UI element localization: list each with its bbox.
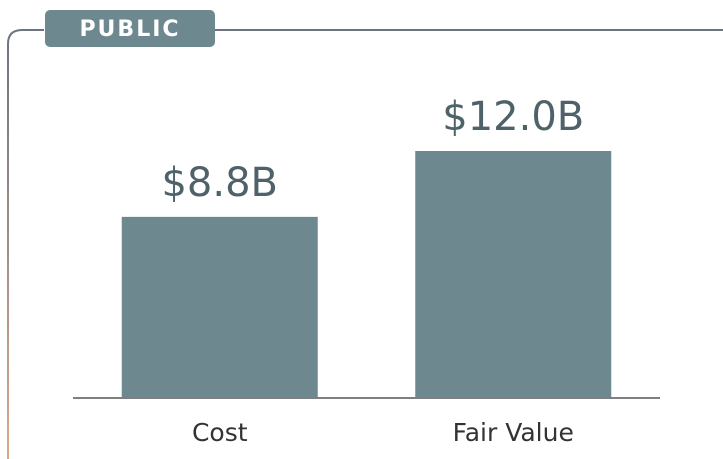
value-label: $8.8B xyxy=(161,160,278,206)
tag-box xyxy=(45,10,215,47)
x-tick-label: Fair Value xyxy=(453,418,574,447)
frame-left xyxy=(7,29,44,459)
bar xyxy=(121,216,318,398)
bar xyxy=(415,151,612,398)
chart-title: PUBLIC xyxy=(79,17,180,42)
x-tick-label: Cost xyxy=(192,418,248,447)
value-label: $12.0B xyxy=(442,94,584,140)
